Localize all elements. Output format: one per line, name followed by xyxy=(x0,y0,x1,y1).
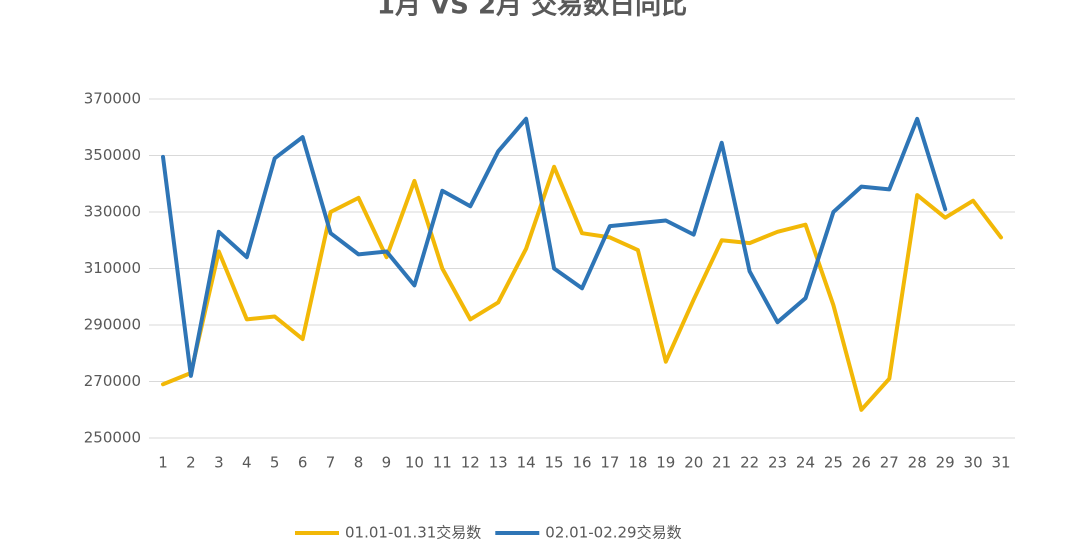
x-tick-label: 2 xyxy=(186,454,196,472)
x-tick-label: 1 xyxy=(158,454,168,472)
y-tick-label: 330000 xyxy=(84,203,141,221)
x-tick-label: 3 xyxy=(214,454,224,472)
x-tick-label: 26 xyxy=(852,454,871,472)
x-tick-label: 10 xyxy=(405,454,424,472)
x-tick-label: 22 xyxy=(740,454,759,472)
x-tick-label: 23 xyxy=(768,454,787,472)
x-tick-label: 9 xyxy=(382,454,392,472)
y-tick-label: 350000 xyxy=(84,146,141,164)
x-tick-label: 5 xyxy=(270,454,280,472)
series-line xyxy=(161,164,1003,412)
legend-label: 02.01-02.29交易数 xyxy=(545,524,681,542)
y-tick-label: 370000 xyxy=(84,90,141,108)
x-tick-label: 13 xyxy=(489,454,508,472)
x-tick-label: 7 xyxy=(326,454,336,472)
x-tick-label: 14 xyxy=(517,454,536,472)
x-tick-label: 25 xyxy=(824,454,843,472)
x-tick-label: 15 xyxy=(545,454,564,472)
x-tick-label: 4 xyxy=(242,454,252,472)
x-tick-label: 16 xyxy=(572,454,591,472)
x-tick-label: 29 xyxy=(936,454,955,472)
x-tick-label: 20 xyxy=(684,454,703,472)
x-tick-label: 19 xyxy=(656,454,675,472)
x-tick-label: 27 xyxy=(880,454,899,472)
chart-title: 1月 VS 2月 交易数日同比 xyxy=(377,0,687,21)
x-tick-label: 17 xyxy=(600,454,619,472)
x-tick-label: 24 xyxy=(796,454,815,472)
x-tick-label: 31 xyxy=(991,454,1010,472)
series-line xyxy=(161,116,948,378)
y-tick-label: 270000 xyxy=(84,372,141,390)
x-tick-label: 18 xyxy=(628,454,647,472)
x-tick-label: 8 xyxy=(354,454,364,472)
x-tick-label: 21 xyxy=(712,454,731,472)
y-tick-label: 290000 xyxy=(84,316,141,334)
x-tick-label: 12 xyxy=(461,454,480,472)
x-tick-label: 28 xyxy=(908,454,927,472)
legend-label: 01.01-01.31交易数 xyxy=(345,524,481,542)
x-tick-label: 11 xyxy=(433,454,452,472)
y-tick-label: 310000 xyxy=(84,259,141,277)
y-tick-label: 250000 xyxy=(84,429,141,447)
x-tick-label: 6 xyxy=(298,454,308,472)
x-tick-label: 30 xyxy=(964,454,983,472)
